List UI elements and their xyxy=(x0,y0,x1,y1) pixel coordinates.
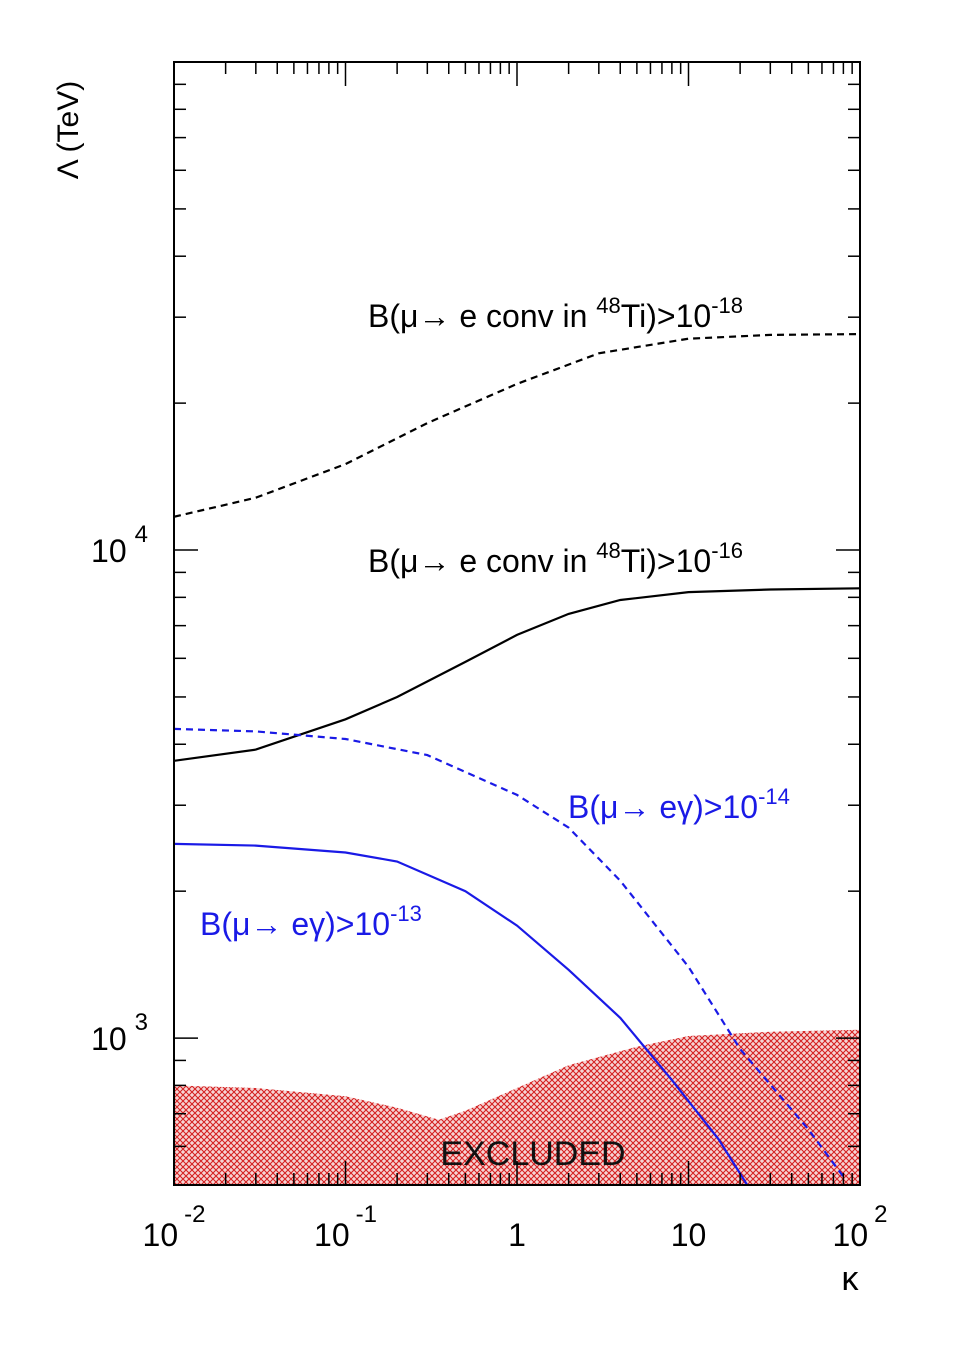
x-axis-label: κ xyxy=(842,1260,860,1298)
x-tick-label: 102 xyxy=(833,1201,888,1253)
x-tick-label: 10-1 xyxy=(314,1201,377,1253)
excluded-label: EXCLUDED xyxy=(440,1135,625,1173)
axis-ticks xyxy=(173,61,861,1186)
series-labels: B(μ→ e conv in 48Ti)>10-18 B(μ→ e conv in… xyxy=(200,293,790,942)
y-tick-label: 10 4 xyxy=(91,521,148,569)
series-line-2 xyxy=(174,727,845,1178)
series-label-3: B(μ→ eγ)>10-13 xyxy=(200,901,422,942)
series-line-1 xyxy=(174,587,860,762)
excluded-region xyxy=(174,1029,860,1185)
y-tick-label: 10 3 xyxy=(91,1009,148,1057)
series-line-3 xyxy=(174,842,749,1185)
series-line-0 xyxy=(174,333,860,518)
series-label-1: B(μ→ e conv in 48Ti)>10-16 xyxy=(368,538,743,579)
series-layer xyxy=(174,333,860,1185)
x-tick-label: 10-2 xyxy=(143,1201,206,1253)
y-axis-label: Λ (TeV) xyxy=(52,81,85,179)
series-label-0: B(μ→ e conv in 48Ti)>10-18 xyxy=(368,293,743,334)
series-label-2: B(μ→ eγ)>10-14 xyxy=(568,784,790,825)
plot-frame xyxy=(173,61,861,1186)
x-tick-label: 1 xyxy=(508,1217,526,1253)
x-tick-label: 10 xyxy=(671,1217,707,1253)
